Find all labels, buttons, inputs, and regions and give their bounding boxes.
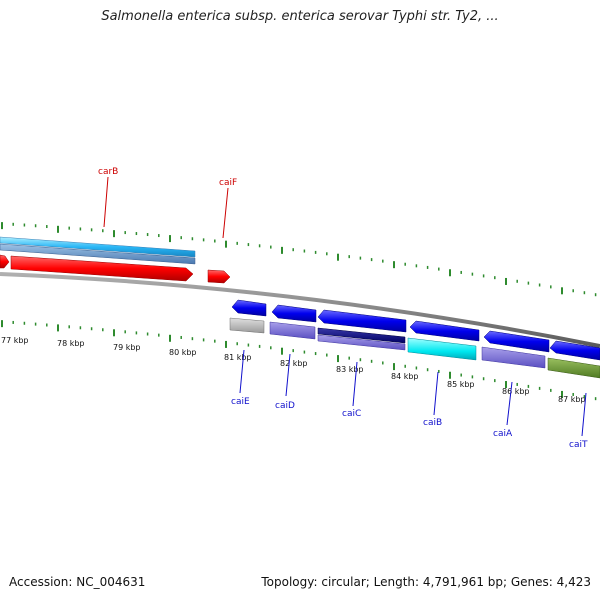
scale-label: 78 kbp <box>57 339 85 348</box>
caiD-leader-line <box>285 353 291 397</box>
genome-backbone <box>0 272 600 348</box>
gene-label-caiB[interactable]: caiB <box>423 418 442 428</box>
scale-label: 85 kbp <box>447 380 475 389</box>
caiC-gene-bar-light[interactable] <box>317 334 406 351</box>
caiD-gene-bar[interactable] <box>269 321 316 340</box>
feature-arrow-blue-4[interactable] <box>409 320 480 342</box>
caiC-leader-line <box>352 361 358 407</box>
scale-label: 80 kbp <box>169 348 197 357</box>
caiB-gene-bar[interactable] <box>407 337 477 361</box>
caiF-leader-line <box>222 187 229 239</box>
lower-tick-track <box>1 320 597 401</box>
caiE-gene-bar[interactable] <box>229 317 265 334</box>
genome-summary-text: Topology: circular; Length: 4,791,961 bp… <box>261 575 591 589</box>
upper-tick-track <box>1 222 597 297</box>
gene-label-caiF[interactable]: caiF <box>219 178 237 188</box>
accession-text: Accession: NC_004631 <box>9 575 146 589</box>
gene-label-caiT[interactable]: caiT <box>569 440 588 450</box>
scale-labels: 77 kbp 78 kbp 79 kbp 80 kbp 81 kbp 82 kb… <box>1 336 586 404</box>
feature-arrow-blue-2[interactable] <box>271 304 317 323</box>
caiE-leader-line <box>239 349 245 394</box>
feature-arrow-blue-1[interactable] <box>231 299 267 317</box>
carB-leader-line <box>103 176 109 228</box>
scale-label: 84 kbp <box>391 372 419 381</box>
scale-label: 79 kbp <box>113 343 141 352</box>
feature-arrow-blue-5[interactable] <box>483 330 550 353</box>
feature-arrow-red-left[interactable] <box>0 254 10 269</box>
scale-label: 83 kbp <box>336 365 364 374</box>
gene-label-caiE[interactable]: caiE <box>231 397 250 407</box>
caiA-gene-bar[interactable] <box>481 346 546 369</box>
scale-label: 81 kbp <box>224 353 252 362</box>
carB-gene-arrow[interactable] <box>10 255 194 282</box>
genome-title: Salmonella enterica subsp. enterica sero… <box>101 9 499 24</box>
gene-label-carB[interactable]: carB <box>98 167 118 177</box>
gene-label-caiD[interactable]: caiD <box>275 401 295 411</box>
caiT-leader-line <box>581 392 587 437</box>
forward-strand-track <box>0 236 231 284</box>
caiT-gene-bar[interactable] <box>547 357 600 379</box>
scale-label: 87 kbp <box>558 395 586 404</box>
caiB-leader-line <box>433 371 439 416</box>
caiA-leader-line <box>506 381 513 426</box>
backbone-line <box>0 272 600 348</box>
gene-labels: carB caiF caiE caiD caiC caiB caiA caiT <box>98 167 588 450</box>
caiF-gene-arrow[interactable] <box>207 269 231 284</box>
feature-arrow-blue-6[interactable] <box>549 340 600 361</box>
scale-label: 86 kbp <box>502 387 530 396</box>
feature-bar-steel[interactable] <box>0 243 196 265</box>
gene-label-caiA[interactable]: caiA <box>493 429 513 439</box>
scale-label: 77 kbp <box>1 336 29 345</box>
reverse-strand-track <box>229 299 600 379</box>
feature-bar-cyan[interactable] <box>0 236 196 258</box>
gene-label-caiC[interactable]: caiC <box>342 409 361 419</box>
caiC-gene-bar-dark[interactable] <box>317 327 406 344</box>
scale-label: 82 kbp <box>280 359 308 368</box>
feature-arrow-blue-3[interactable] <box>317 309 407 333</box>
